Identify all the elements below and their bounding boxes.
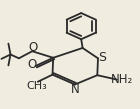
Text: O: O: [28, 41, 38, 54]
Text: S: S: [98, 51, 106, 64]
Text: NH₂: NH₂: [111, 72, 133, 86]
Text: CH₃: CH₃: [27, 81, 47, 91]
Text: N: N: [71, 83, 80, 96]
Text: O: O: [27, 58, 36, 71]
